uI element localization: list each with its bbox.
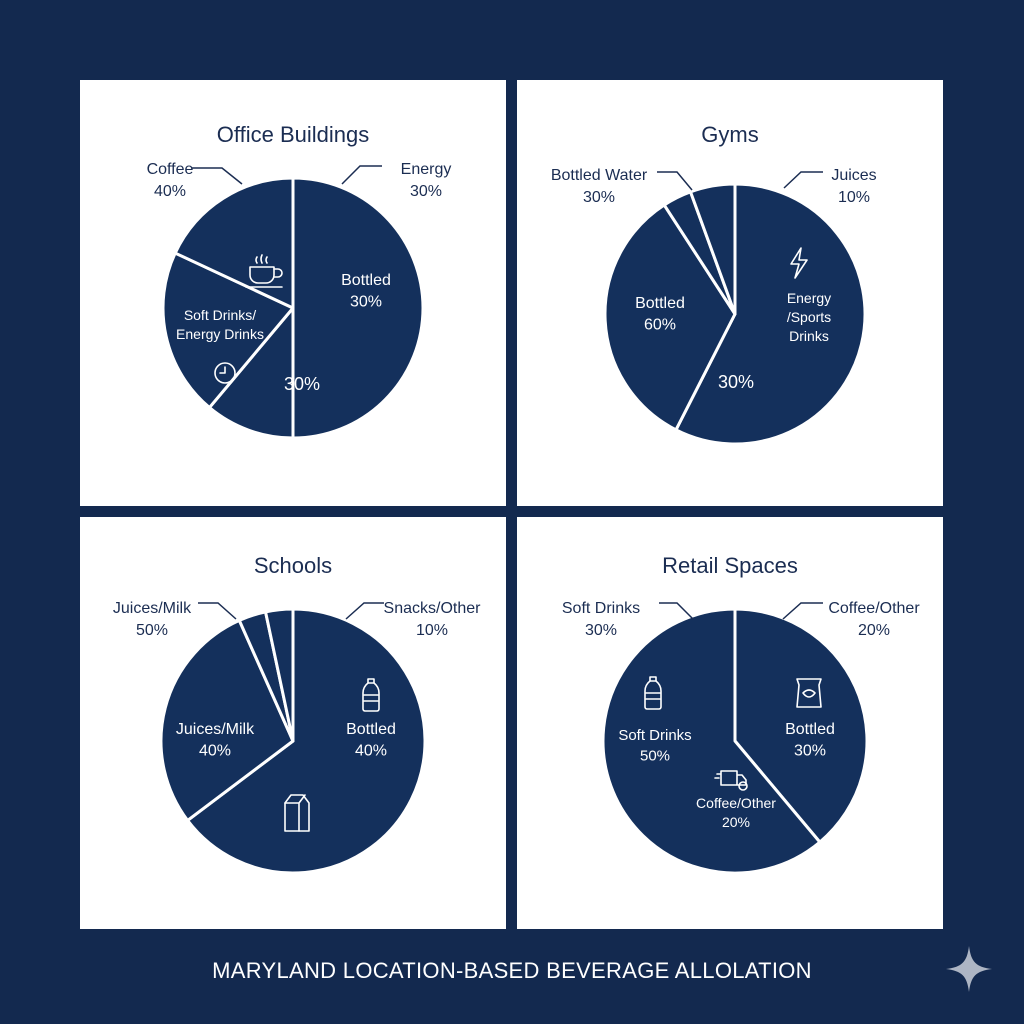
callout-label-juices-milk: Juices/Milk 50% [113, 600, 192, 639]
pie-chart-svg: Schools Juices/Milk 50% Snacks/Other 10% Bott… [113, 553, 482, 875]
callout-leader-line [341, 165, 382, 185]
chart-title: Gyms [701, 122, 758, 147]
inner-label-soft-drinks-energy-drinks: Soft Drinks/Energy Drinks [176, 307, 264, 342]
pie-slice-coffee [291, 176, 425, 440]
pie-slice-juices [689, 182, 737, 316]
callout-label-snacks-other: Snacks/Other 10% [384, 600, 482, 639]
inner-label-juices-milk-40: Juices/Milk 40% [176, 721, 255, 760]
callout-label-soft-drinks: Soft Drinks 30% [562, 600, 640, 639]
chart-panel-gyms: Gyms Bottled Water 30% Juices 10% Bottled 60% E… [517, 80, 943, 506]
callout-leader-line [782, 602, 823, 620]
callout-leader-line [659, 602, 694, 620]
lightning-bolt-icon [790, 247, 808, 279]
chart-panel-office-buildings: Office Buildings Coffee 40% Energy 30% Bottle… [80, 80, 506, 506]
callout-label-coffee-other: Coffee/Other 20% [828, 600, 920, 639]
pie-slice-energy-sports-drinks [674, 182, 867, 446]
inner-label-bottled-40: Bottled 40% [346, 721, 396, 760]
delivery-truck-icon [714, 770, 748, 791]
chart-panel-schools: Schools Juices/Milk 50% Snacks/Other 10% Bott… [80, 517, 506, 929]
inner-label-bottled-60: Bottled 60% [635, 295, 685, 334]
chart-title: Schools [254, 553, 332, 578]
callout-leader-line [198, 602, 237, 620]
pie-slice-energy [161, 251, 295, 410]
inner-label-energy-sports-drinks: Energy/Sports Drinks [787, 290, 831, 344]
callout-label-bottled-water: Bottled Water 30% [551, 167, 648, 206]
pie-slice-bottled [733, 607, 869, 844]
snack-bag-icon [796, 678, 822, 708]
chart-panel-retail-spaces: Retail Spaces Soft Drinks 30% Coffee/Other 2… [517, 517, 943, 929]
callout-leader-line [657, 171, 693, 191]
inner-label-30: 30% [718, 372, 754, 392]
inner-label-bottled-30: Bottled 30% [341, 272, 391, 311]
milk-carton-icon [284, 794, 310, 832]
water-bottle-icon [362, 678, 380, 712]
pie-chart-svg: Gyms Bottled Water 30% Juices 10% Bottled 60% E… [551, 122, 877, 446]
chart-title: Retail Spaces [662, 553, 798, 578]
inner-label-bottled-30: Bottled 30% [785, 721, 835, 760]
coffee-cup-icon [245, 254, 283, 288]
pie-chart-svg: Office Buildings Coffee 40% Energy 30% Bottle… [147, 122, 452, 440]
pie-slice-soft-drinks [601, 607, 822, 875]
clock-icon [214, 362, 236, 384]
callout-leader-line [783, 171, 823, 189]
inner-label-soft-drinks-50: Soft Drinks 50% [618, 727, 691, 764]
callout-label-coffee: Coffee 40% [147, 161, 194, 200]
pie-slice-bottled [173, 176, 295, 310]
pie-slice-soft-drinks-energy-drinks [207, 306, 295, 440]
callout-leader-line [345, 602, 384, 620]
footer-title: MARYLAND LOCATION-BASED BEVERAGE ALLOLAT… [212, 958, 812, 983]
pie-slice-bottled [603, 203, 737, 432]
pie-slice-bottled [186, 607, 427, 875]
inner-label-30: 30% [284, 374, 320, 394]
callout-label-energy: Energy 30% [401, 161, 452, 200]
callout-label-juices: Juices 10% [831, 167, 876, 206]
pie-slice-snacks-other [264, 607, 295, 743]
pie-chart-svg: Retail Spaces Soft Drinks 30% Coffee/Other 2… [562, 553, 920, 875]
sparkle-icon [946, 946, 992, 992]
chart-title: Office Buildings [217, 122, 369, 147]
callout-leader-line [192, 167, 243, 185]
inner-label-coffee-other-20: Coffee/Other 20% [696, 795, 776, 830]
water-bottle-icon [644, 676, 662, 710]
